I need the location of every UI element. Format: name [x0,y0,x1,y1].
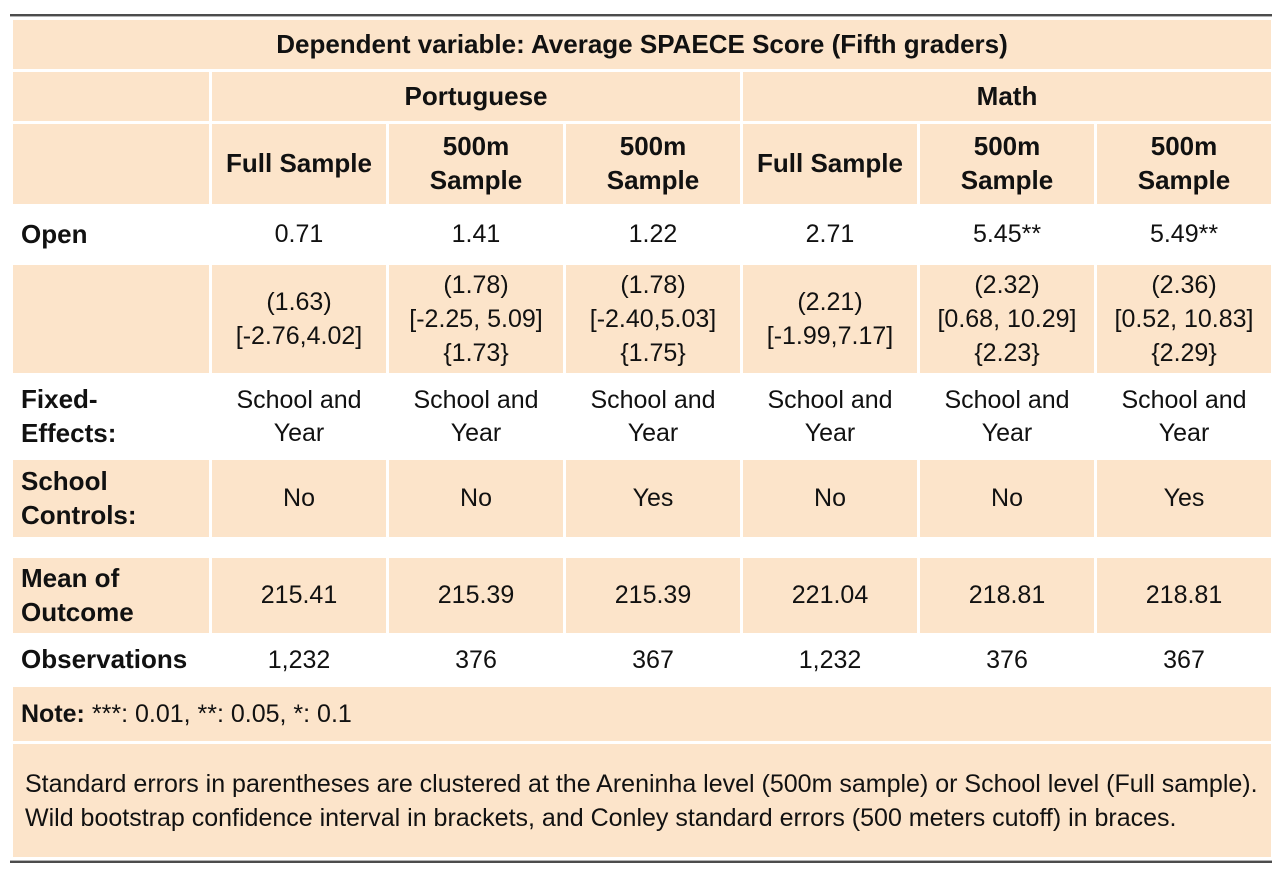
column-header-math-500m-sample-2: 500m Sample [1097,124,1272,204]
bottom-rule-light-line [10,860,1272,861]
mean-value: 218.81 [1097,558,1272,633]
mean-value: 221.04 [743,558,917,633]
note-text: ***: 0.01, **: 0.05, *: 0.1 [91,699,352,728]
mean-of-outcome-row: Mean of Outcome 215.41 215.39 215.39 221… [13,558,1272,633]
observations-value: 1,232 [212,636,386,684]
se-value: (1.63) [-2.76,4.02] [212,265,386,373]
se-value: (2.36) [0.52, 10.83] {2.29} [1097,265,1272,373]
mean-value: 215.39 [389,558,563,633]
fixed-effects-value: School and Year [920,376,1094,457]
observations-row: Observations 1,232 376 367 1,232 376 367 [13,636,1272,684]
school-controls-value: Yes [1097,460,1272,537]
top-rule-light-line [10,16,1272,17]
fixed-effects-value: School and Year [743,376,917,457]
regression-results-table: Dependent variable: Average SPAECE Score… [10,17,1274,860]
se-value: (1.78) [-2.40,5.03] {1.75} [566,265,740,373]
school-controls-value: No [389,460,563,537]
corner-cell [13,72,209,121]
school-controls-row: School Controls: No No Yes No No Yes [13,460,1272,537]
corner-cell [13,124,209,204]
column-header-portuguese-full-sample: Full Sample [212,124,386,204]
fixed-effects-value: School and Year [212,376,386,457]
spacer-row [13,540,1272,555]
note-label: Note: [21,699,85,728]
group-header-row: Portuguese Math [13,72,1272,121]
column-header-portuguese-500m-sample-1: 500m Sample [389,124,563,204]
se-value: (1.78) [-2.25, 5.09] {1.73} [389,265,563,373]
spacer-cell [13,540,1272,555]
school-controls-value: Yes [566,460,740,537]
group-header-math: Math [743,72,1272,121]
footnote-row: Standard errors in parentheses are clust… [13,744,1272,857]
table-top-rule [10,14,1272,17]
empty-label-cell [13,265,209,373]
mean-value: 218.81 [920,558,1094,633]
column-header-math-full-sample: Full Sample [743,124,917,204]
table-title: Dependent variable: Average SPAECE Score… [13,20,1272,69]
significance-note-row: Note: ***: 0.01, **: 0.05, *: 0.1 [13,687,1272,741]
standard-errors-row: (1.63) [-2.76,4.02] (1.78) [-2.25, 5.09]… [13,265,1272,373]
bottom-rule-dark-line [10,861,1272,863]
column-header-portuguese-500m-sample-2: 500m Sample [566,124,740,204]
fixed-effects-value: School and Year [566,376,740,457]
school-controls-value: No [743,460,917,537]
significance-note-cell: Note: ***: 0.01, **: 0.05, *: 0.1 [13,687,1272,741]
row-label-fixed-effects: Fixed- Effects: [13,376,209,457]
school-controls-value: No [920,460,1094,537]
observations-value: 1,232 [743,636,917,684]
table-bottom-rule [10,860,1272,863]
mean-value: 215.39 [566,558,740,633]
observations-value: 376 [920,636,1094,684]
row-label-school-controls: School Controls: [13,460,209,537]
coef-value: 5.49** [1097,207,1272,262]
footnote-cell: Standard errors in parentheses are clust… [13,744,1272,857]
se-value: (2.21) [-1.99,7.17] [743,265,917,373]
fixed-effects-value: School and Year [1097,376,1272,457]
observations-value: 376 [389,636,563,684]
coefficient-row: Open 0.71 1.41 1.22 2.71 5.45** 5.49** [13,207,1272,262]
row-label-mean-of-outcome: Mean of Outcome [13,558,209,633]
observations-value: 367 [566,636,740,684]
column-header-math-500m-sample-1: 500m Sample [920,124,1094,204]
coef-value: 1.22 [566,207,740,262]
row-label-observations: Observations [13,636,209,684]
mean-value: 215.41 [212,558,386,633]
school-controls-value: No [212,460,386,537]
fixed-effects-value: School and Year [389,376,563,457]
column-header-row: Full Sample 500m Sample 500m Sample Full… [13,124,1272,204]
top-rule-dark-line [10,14,1272,16]
fixed-effects-row: Fixed- Effects: School and Year School a… [13,376,1272,457]
title-row: Dependent variable: Average SPAECE Score… [13,20,1272,69]
observations-value: 367 [1097,636,1272,684]
coef-value: 1.41 [389,207,563,262]
se-value: (2.32) [0.68, 10.29] {2.23} [920,265,1094,373]
row-label-open: Open [13,207,209,262]
coef-value: 2.71 [743,207,917,262]
coef-value: 0.71 [212,207,386,262]
group-header-portuguese: Portuguese [212,72,740,121]
coef-value: 5.45** [920,207,1094,262]
